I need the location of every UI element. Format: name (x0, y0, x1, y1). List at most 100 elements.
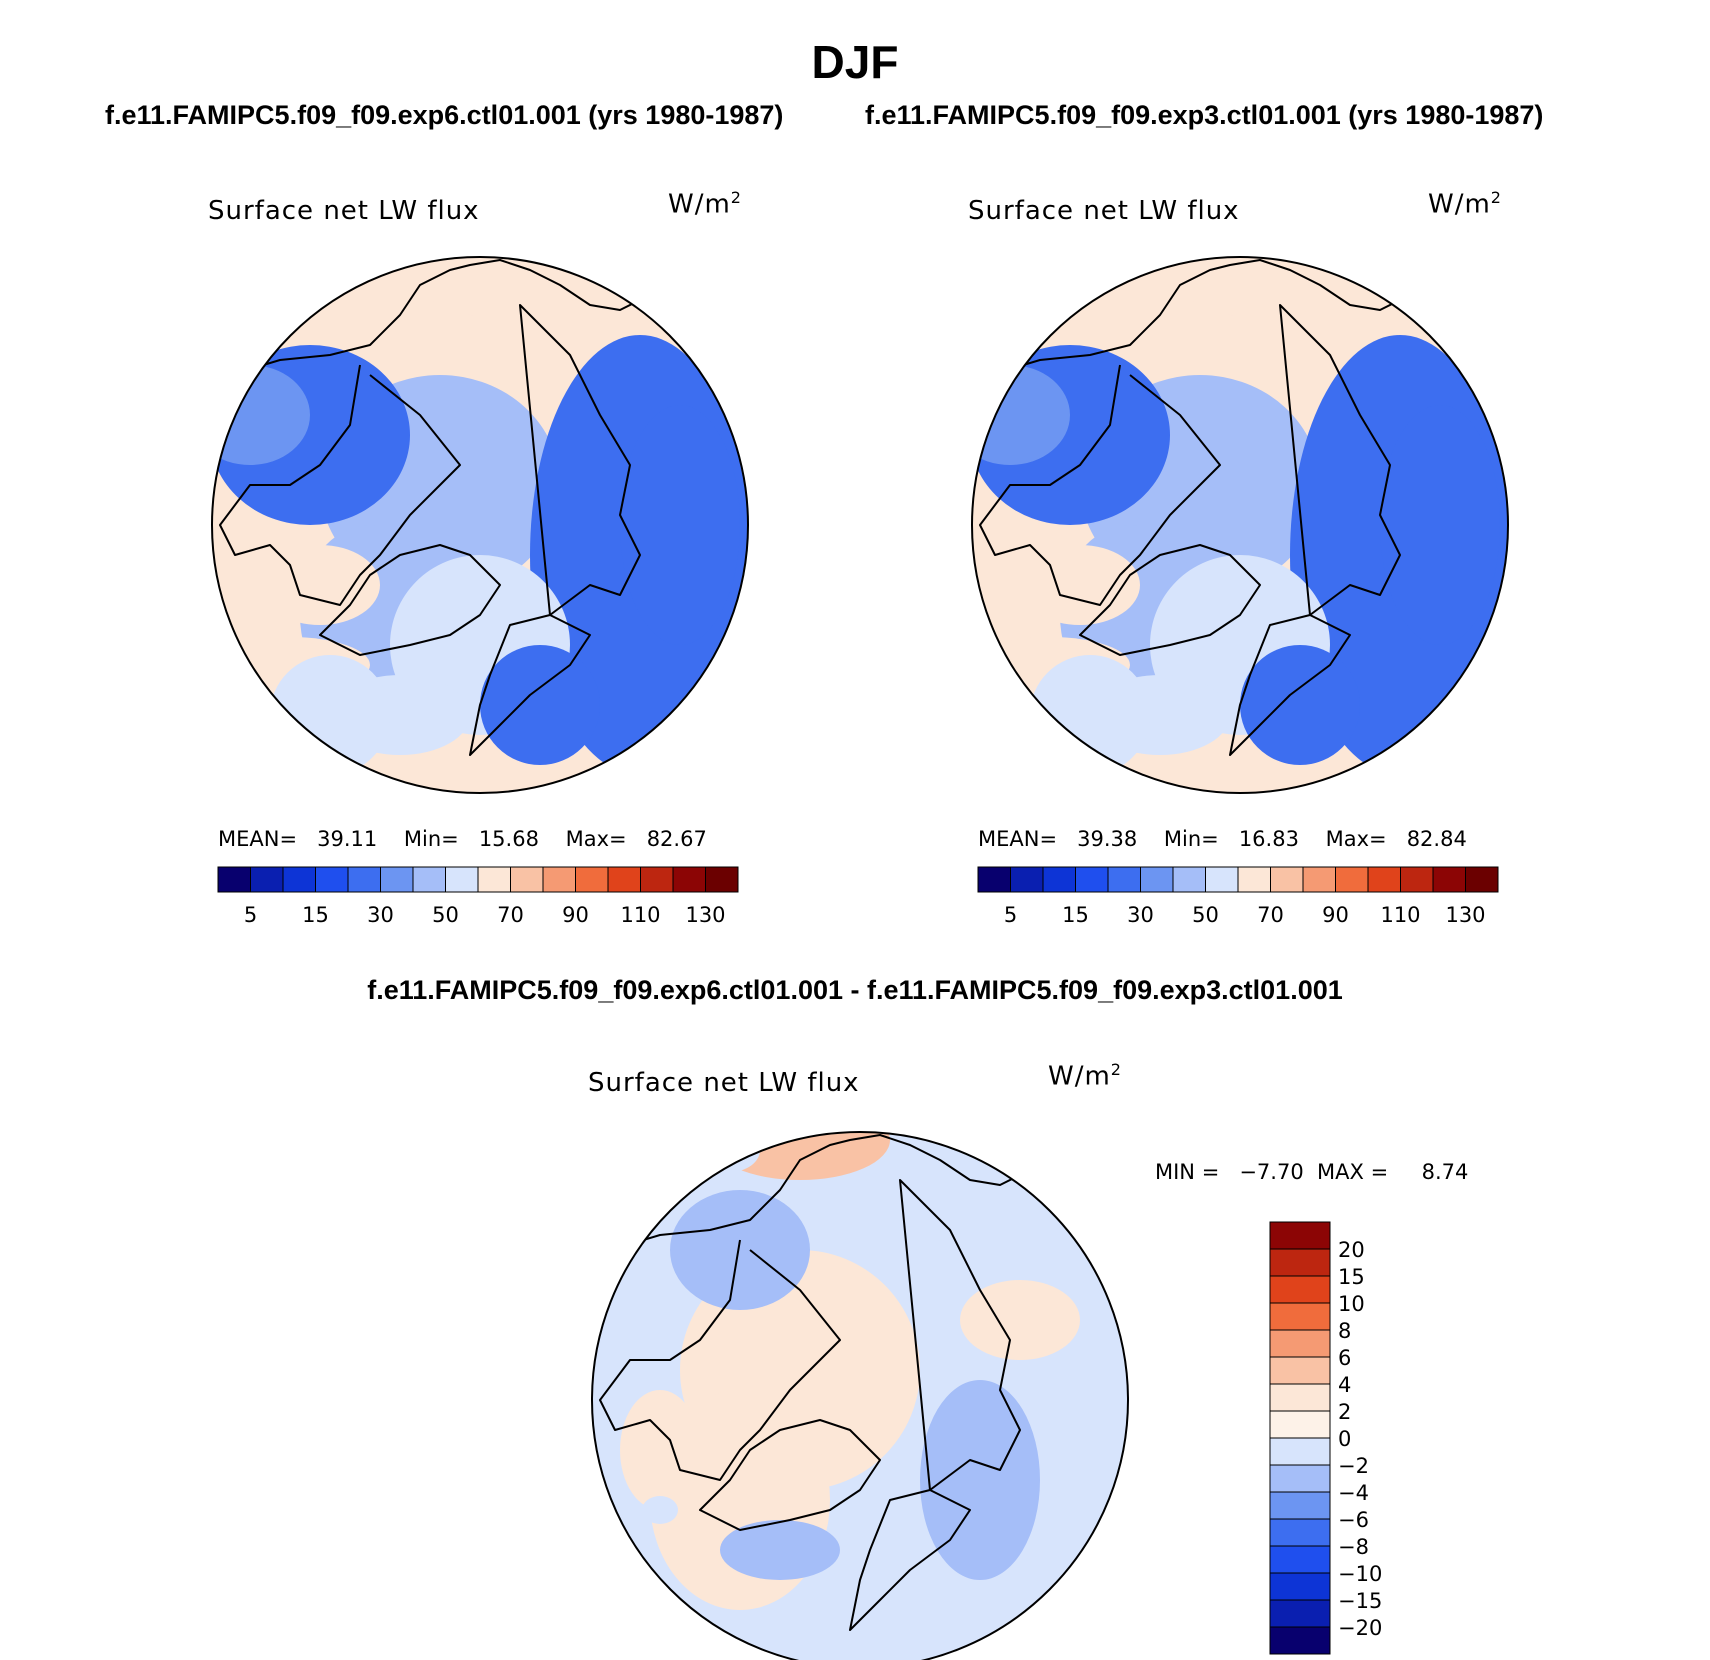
colorbar-tick-label: 15 (1338, 1265, 1365, 1289)
colorbar-box (477, 866, 511, 893)
field-region-2-9 (1240, 645, 1360, 765)
colorbar-tick-label: 30 (1127, 903, 1154, 927)
colorbar-tick-label: 5 (1004, 903, 1017, 927)
coastline-1-0 (229, 259, 641, 376)
colorbar-box (1367, 866, 1401, 893)
panel1-stats: MEAN= 39.11 Min= 15.68 Max= 82.67 (218, 827, 707, 851)
colorbar-tick-label: −4 (1338, 1481, 1369, 1505)
field-region-2-5 (972, 365, 1070, 465)
colorbar-box (640, 866, 674, 893)
colorbar-tick-label: −20 (1338, 1616, 1382, 1640)
colorbar-tick-label: 30 (367, 903, 394, 927)
field-region-3-6 (720, 1520, 840, 1580)
field-region-1-9 (480, 645, 600, 765)
colorbar-tick-label: 2 (1338, 1400, 1351, 1424)
panel3-units-label: W/m2 (1048, 1060, 1122, 1092)
colorbar-box (575, 866, 609, 893)
field-region-1-14 (270, 655, 390, 775)
colorbar-box (380, 866, 414, 893)
coastline-1-3 (469, 614, 591, 756)
colorbar-box (1269, 1410, 1331, 1439)
colorbar-tick-label: 6 (1338, 1346, 1351, 1370)
panel3-stats: MIN = −7.70 MAX = 8.74 (1155, 1160, 1469, 1184)
colorbar-tick-label: 15 (302, 903, 329, 927)
colorbar-tick-label: 90 (562, 903, 589, 927)
colorbar-tick-label: 15 (1062, 903, 1089, 927)
colorbar-panel-1: 5 15 30 50 70 90 110 130 (217, 866, 739, 927)
field-region-3-9 (960, 1280, 1080, 1360)
colorbar-box (1269, 1329, 1331, 1358)
colorbar-box (1432, 866, 1466, 893)
panel2-stats: MEAN= 39.38 Min= 16.83 Max= 82.84 (978, 827, 1467, 851)
colorbar-box (672, 866, 706, 893)
colorbar-box (1269, 1275, 1331, 1304)
colorbar-box (315, 866, 349, 893)
coastline-1-2 (319, 544, 501, 656)
case1-title: f.e11.FAMIPC5.f09_f09.exp6.ctl01.001 (yr… (105, 100, 784, 130)
colorbar-tick-label: −6 (1338, 1508, 1369, 1532)
panel3-variable-label: Surface net LW flux (588, 1068, 860, 1098)
panel1-units-label: W/m2 (668, 188, 742, 220)
colorbar-tick-label: 0 (1338, 1427, 1351, 1451)
field-region-1-13 (570, 291, 650, 319)
colorbar-box (1269, 1464, 1331, 1493)
field-region-2-13 (1330, 291, 1410, 319)
colorbar-box (1269, 1626, 1331, 1655)
colorbar-box (1269, 1545, 1331, 1574)
colorbar-box (1269, 1302, 1331, 1331)
colorbar-box (1302, 866, 1336, 893)
map-panel-3 (591, 1131, 1129, 1660)
colorbar-tick-label: −2 (1338, 1454, 1369, 1478)
colorbar-box (1010, 866, 1044, 893)
colorbar-tick-label: 50 (1192, 903, 1219, 927)
colorbar-tick-label: 130 (685, 903, 725, 927)
colorbar-box (1107, 866, 1141, 893)
colorbar-box (1335, 866, 1369, 893)
coastline-1-1 (219, 364, 461, 606)
field-region-3-8 (620, 1390, 700, 1510)
colorbar-tick-label: 110 (620, 903, 660, 927)
coastline-3-2 (699, 1419, 881, 1531)
colorbar-box (1269, 1518, 1331, 1547)
field-region-3-10 (642, 1496, 678, 1524)
map-boundary-2 (971, 256, 1509, 794)
colorbar-box (250, 866, 284, 893)
colorbar-tick-label: 5 (244, 903, 257, 927)
difference-title: f.e11.FAMIPC5.f09_f09.exp6.ctl01.001 - f… (367, 975, 1343, 1005)
colorbar-tick-label: 70 (497, 903, 524, 927)
coastline-2-4 (1279, 304, 1401, 616)
field-region-2-3 (1380, 405, 1500, 645)
colorbar-box (1465, 866, 1499, 893)
colorbar-box (977, 866, 1011, 893)
coastline-2-1 (979, 364, 1221, 606)
map-boundary-3 (591, 1131, 1129, 1660)
coastline-3-0 (609, 1134, 1021, 1251)
colorbar-box (1172, 866, 1206, 893)
colorbar-tick-label: 4 (1338, 1373, 1351, 1397)
field-region-3-3 (670, 1190, 810, 1310)
colorbar-tick-label: 90 (1322, 903, 1349, 927)
colorbar-tick-label: 8 (1338, 1319, 1351, 1343)
colorbar-box (1269, 1383, 1331, 1412)
colorbar-panel-2: 5 15 30 50 70 90 110 130 (977, 866, 1499, 927)
colorbar-box (1400, 866, 1434, 893)
colorbar-box (1269, 1437, 1331, 1466)
colorbar-box (510, 866, 544, 893)
map-panel-1 (211, 256, 749, 794)
colorbar-box (1042, 866, 1076, 893)
colorbar-tick-label: 10 (1338, 1292, 1365, 1316)
colorbar-box (705, 866, 739, 893)
colorbar-box (1270, 866, 1304, 893)
field-region-1-3 (620, 405, 740, 645)
field-region-3-7 (920, 1380, 1040, 1580)
colorbar-tick-label: −10 (1338, 1562, 1382, 1586)
panel1-variable-label: Surface net LW flux (208, 196, 480, 226)
colorbar-box (1140, 866, 1174, 893)
field-region-2-14 (1030, 655, 1150, 775)
colorbar-box (1269, 1248, 1331, 1277)
coastline-2-0 (989, 259, 1401, 376)
colorbar-tick-label: 70 (1257, 903, 1284, 927)
colorbar-tick-label: 20 (1338, 1238, 1365, 1262)
colorbar-box (1269, 1491, 1331, 1520)
